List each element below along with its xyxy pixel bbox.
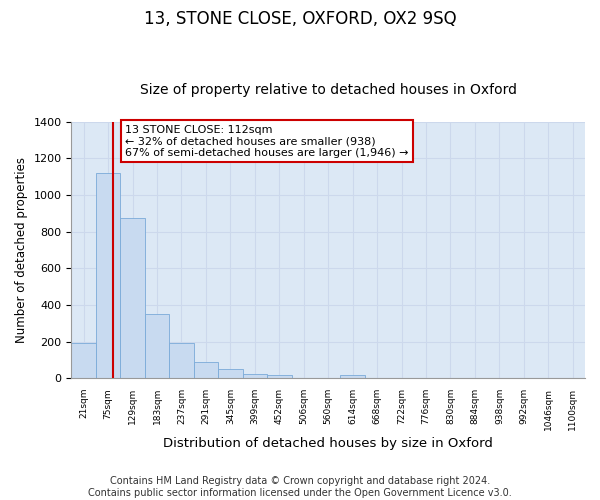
Bar xyxy=(194,362,218,378)
Text: 13, STONE CLOSE, OXFORD, OX2 9SQ: 13, STONE CLOSE, OXFORD, OX2 9SQ xyxy=(143,10,457,28)
Text: Contains HM Land Registry data © Crown copyright and database right 2024.
Contai: Contains HM Land Registry data © Crown c… xyxy=(88,476,512,498)
Bar xyxy=(71,343,96,378)
Text: 13 STONE CLOSE: 112sqm
← 32% of detached houses are smaller (938)
67% of semi-de: 13 STONE CLOSE: 112sqm ← 32% of detached… xyxy=(125,124,409,158)
Y-axis label: Number of detached properties: Number of detached properties xyxy=(15,157,28,343)
Bar xyxy=(96,174,121,378)
Bar xyxy=(340,376,365,378)
Bar xyxy=(267,376,292,378)
Title: Size of property relative to detached houses in Oxford: Size of property relative to detached ho… xyxy=(140,83,517,97)
Bar xyxy=(242,374,267,378)
X-axis label: Distribution of detached houses by size in Oxford: Distribution of detached houses by size … xyxy=(163,437,493,450)
Bar xyxy=(121,218,145,378)
Bar xyxy=(169,343,194,378)
Bar xyxy=(145,314,169,378)
Bar xyxy=(218,368,242,378)
